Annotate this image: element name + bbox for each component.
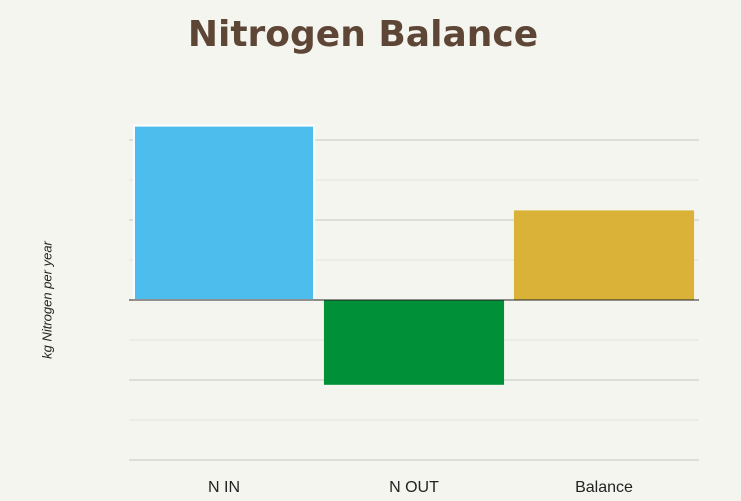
x-tick-label: Balance [575,479,633,496]
bar [513,210,695,300]
x-tick-label: N IN [208,479,240,496]
bar [323,300,505,385]
y-axis-label: kg Nitrogen per year [39,240,54,358]
chart-title: Nitrogen Balance [188,14,538,55]
bar [132,124,316,301]
x-tick-label: N OUT [389,479,439,496]
